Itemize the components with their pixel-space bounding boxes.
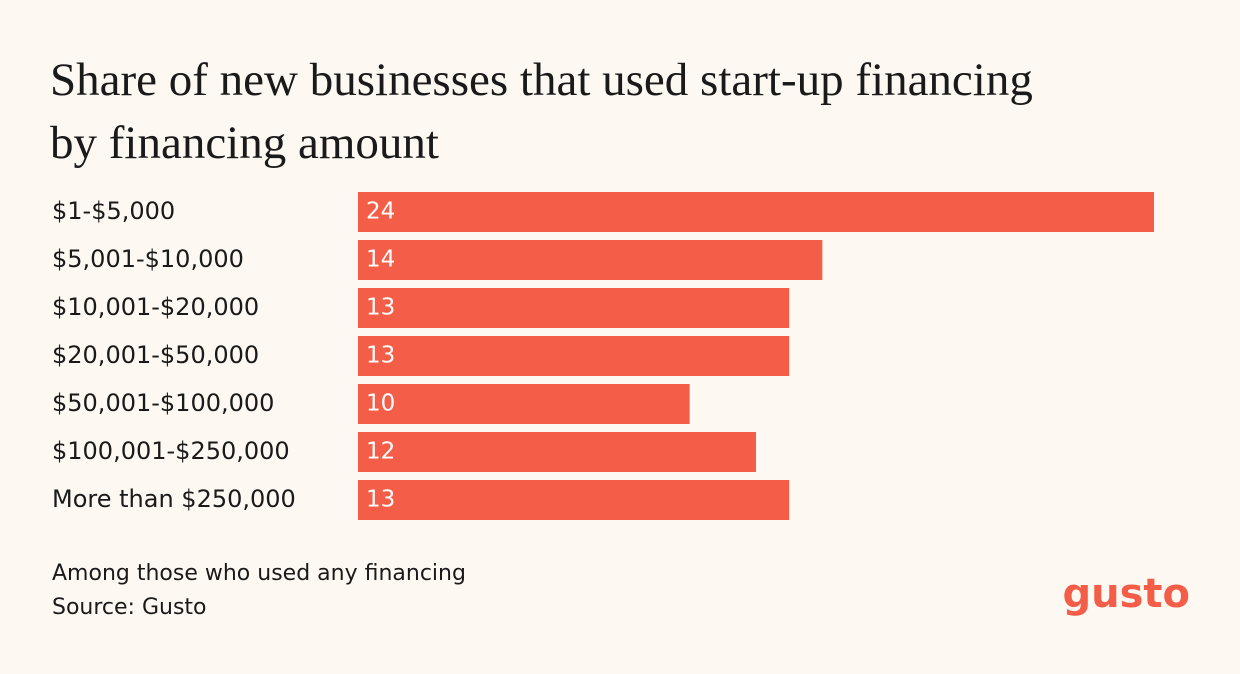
category-label: $100,001-$250,000 bbox=[52, 437, 290, 465]
chart-title: Share of new businesses that used start-… bbox=[50, 54, 1033, 106]
value-label: 13 bbox=[366, 487, 395, 513]
bar bbox=[358, 480, 790, 520]
bar bbox=[358, 288, 790, 328]
category-label: $10,001-$20,000 bbox=[52, 293, 259, 321]
category-label: More than $250,000 bbox=[52, 485, 296, 513]
bar bbox=[358, 432, 756, 472]
chart-title: by financing amount bbox=[50, 117, 439, 169]
bar bbox=[358, 336, 790, 376]
category-label: $50,001-$100,000 bbox=[52, 389, 274, 417]
category-label: $20,001-$50,000 bbox=[52, 341, 259, 369]
value-label: 24 bbox=[366, 199, 395, 225]
value-label: 14 bbox=[366, 247, 395, 273]
bar bbox=[358, 384, 690, 424]
bar bbox=[358, 240, 823, 280]
value-label: 13 bbox=[366, 295, 395, 321]
note: Among those who used any financing bbox=[52, 561, 466, 586]
value-label: 13 bbox=[366, 343, 395, 369]
logo: gusto bbox=[1062, 571, 1190, 617]
category-label: $1-$5,000 bbox=[52, 197, 175, 225]
category-label: $5,001-$10,000 bbox=[52, 245, 244, 273]
bar bbox=[358, 192, 1154, 232]
value-label: 12 bbox=[366, 439, 395, 465]
value-label: 10 bbox=[366, 391, 395, 417]
source: Source: Gusto bbox=[52, 595, 207, 620]
